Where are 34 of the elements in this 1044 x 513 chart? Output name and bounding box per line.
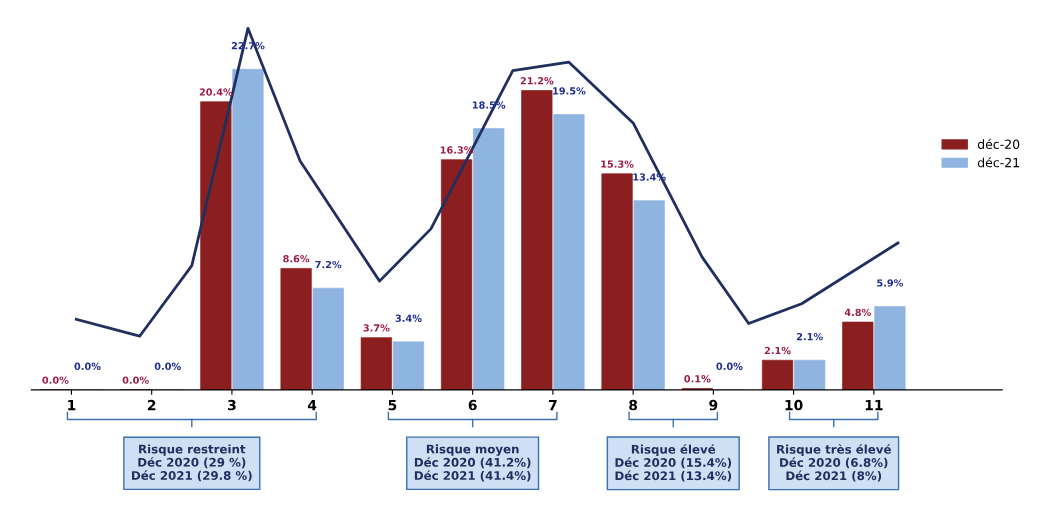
text: Risque très élevé Déc 2020 (6.8%) Déc 2021 (8%) — [777, 444, 891, 482]
data-label: 19.5% — [553, 87, 586, 95]
data-label: 0.0% — [74, 362, 101, 370]
x-tick-label: 1 — [68, 400, 76, 411]
text: Risque élevé Déc 2020 (15.4%) Déc 2021 (13.4%) — [615, 444, 732, 482]
text: Risque moyen Déc 2020 (41.2%) Déc 2021 (41.4%) — [414, 444, 531, 482]
x-tick-label: 3 — [228, 399, 236, 411]
data-label: 2.1% — [764, 346, 791, 355]
data-label: 4.8% — [844, 308, 871, 317]
data-label: 3.4% — [395, 314, 422, 322]
data-label: 0.1% — [684, 375, 711, 383]
x-tick-label: 2 — [147, 399, 156, 411]
x-tick-label: 7 — [548, 400, 557, 411]
data-label: 15.3% — [601, 160, 634, 168]
data-label: 2.1% — [796, 332, 823, 341]
data-label: 5.9% — [877, 279, 904, 287]
data-label: 8.6% — [283, 255, 310, 263]
data-label: 0.0% — [154, 362, 181, 370]
x-tick-label: 9 — [709, 399, 718, 411]
text: Risque restreint Déc 2020 (29 %) Déc 2021 (29.8 %) — [132, 444, 252, 482]
x-tick-label: 10 — [785, 399, 803, 411]
data-label: 21.2% — [520, 77, 554, 85]
data-label: 3.7% — [363, 324, 390, 332]
data-label: 0.0% — [716, 362, 743, 370]
data-label: 0.0% — [42, 376, 69, 384]
x-tick-label: 11 — [865, 400, 883, 411]
x-tick-label: 8 — [629, 399, 638, 411]
legend-label: déc-20 — [977, 138, 1020, 149]
x-tick-label: 6 — [468, 399, 477, 411]
data-label: 7.2% — [315, 260, 342, 269]
x-tick-label: 5 — [388, 400, 397, 411]
legend-label: déc-21 — [977, 157, 1019, 168]
data-label: 0.0% — [122, 376, 149, 384]
x-tick-label: 4 — [307, 400, 317, 411]
